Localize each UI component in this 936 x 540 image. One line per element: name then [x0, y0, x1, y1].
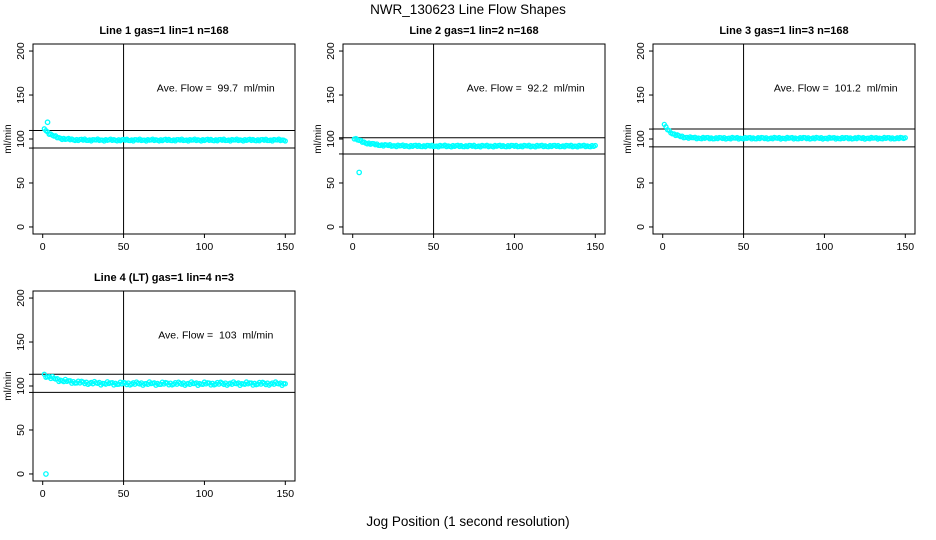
- panel-title: Line 1 gas=1 lin=1 n=168: [99, 25, 228, 37]
- x-axis: 0 50 100 150: [660, 234, 914, 253]
- x-tick-label: 50: [738, 241, 750, 253]
- line-flow-chart: Line 4 (LT) gas=1 lin=4 n=3 0 50 100 150 0 50 1…: [3, 272, 296, 500]
- avg-flow-annotation: Ave. Flow = 99.7 ml/min: [157, 83, 275, 95]
- x-tick-label: 0: [350, 241, 356, 253]
- y-axis: 0 50 100 150 200: [15, 289, 33, 477]
- y-axis-title: ml/min: [3, 124, 14, 153]
- x-tick-label: 100: [196, 488, 214, 500]
- outlier-point: [356, 169, 363, 176]
- y-tick-label: 50: [635, 177, 647, 189]
- y-tick-label: 200: [15, 42, 27, 60]
- y-axis-title: ml/min: [3, 371, 14, 400]
- line-flow-chart: Line 3 gas=1 lin=3 n=168 0 50 100 150 0 50 100 1…: [623, 25, 916, 253]
- x-tick-label: 100: [196, 241, 214, 253]
- y-tick-label: 100: [15, 377, 27, 395]
- y-axis: 0 50 100 150 200: [325, 42, 343, 230]
- avg-flow-annotation: Ave. Flow = 92.2 ml/min: [467, 83, 585, 95]
- data-points: [351, 135, 598, 176]
- avg-flow-annotation: Ave. Flow = 103 ml/min: [158, 330, 273, 342]
- flow-point: [282, 138, 288, 144]
- panel-title: Line 2 gas=1 lin=2 n=168: [409, 25, 538, 37]
- y-tick-label: 0: [325, 224, 337, 230]
- y-tick-label: 150: [15, 333, 27, 351]
- y-tick-label: 50: [15, 424, 27, 436]
- y-tick-label: 100: [635, 130, 647, 148]
- flow-point: [282, 381, 288, 387]
- y-tick-label: 100: [325, 130, 337, 148]
- x-tick-label: 0: [660, 241, 666, 253]
- x-tick-label: 50: [428, 241, 440, 253]
- panel-line-2: Line 2 gas=1 lin=2 n=168 0 50 100 150 0 50 100 1…: [310, 20, 622, 265]
- x-tick-label: 150: [277, 488, 295, 500]
- y-tick-label: 0: [635, 224, 647, 230]
- x-tick-label: 150: [587, 241, 605, 253]
- x-tick-label: 150: [277, 241, 295, 253]
- page-title: NWR_130623 Line Flow Shapes: [370, 2, 566, 17]
- x-axis: 0 50 100 150: [40, 481, 294, 500]
- y-tick-label: 0: [15, 471, 27, 477]
- y-tick-label: 50: [15, 177, 27, 189]
- y-tick-label: 200: [15, 289, 27, 307]
- data-points: [41, 119, 288, 144]
- x-tick-label: 100: [506, 241, 524, 253]
- y-tick-label: 200: [325, 42, 337, 60]
- y-tick-label: 150: [635, 86, 647, 104]
- x-tick-label: 50: [118, 488, 130, 500]
- y-tick-label: 50: [325, 177, 337, 189]
- y-tick-label: 100: [15, 130, 27, 148]
- x-tick-label: 100: [816, 241, 834, 253]
- y-axis: 0 50 100 150 200: [635, 42, 653, 230]
- x-axis-title: Jog Position (1 second resolution): [366, 514, 570, 529]
- y-tick-label: 200: [635, 42, 647, 60]
- y-tick-label: 150: [15, 86, 27, 104]
- y-axis-title: ml/min: [313, 124, 324, 153]
- outlier-point: [44, 119, 51, 126]
- x-axis: 0 50 100 150: [40, 234, 294, 253]
- flow-point: [592, 142, 598, 149]
- panel-title: Line 4 (LT) gas=1 lin=4 n=3: [94, 272, 234, 284]
- avg-flow-annotation: Ave. Flow = 101.2 ml/min: [774, 83, 898, 95]
- y-tick-label: 150: [325, 86, 337, 104]
- flow-point: [902, 135, 908, 141]
- x-axis: 0 50 100 150: [350, 234, 604, 253]
- y-axis-title: ml/min: [623, 124, 634, 153]
- panel-line-3: Line 3 gas=1 lin=3 n=168 0 50 100 150 0 50 100 1…: [620, 20, 932, 265]
- line-flow-chart: Line 2 gas=1 lin=2 n=168 0 50 100 150 0 50 100 1…: [313, 25, 606, 253]
- x-tick-label: 0: [40, 241, 46, 253]
- data-points: [661, 121, 908, 142]
- x-tick-label: 150: [897, 241, 915, 253]
- y-axis: 0 50 100 150 200: [15, 42, 33, 230]
- panel-line-1: Line 1 gas=1 lin=1 n=168 0 50 100 150 0 50 100 1…: [0, 20, 312, 265]
- plot-box: [342, 43, 606, 235]
- y-tick-label: 0: [15, 224, 27, 230]
- x-tick-label: 50: [118, 241, 130, 253]
- panel-title: Line 3 gas=1 lin=3 n=168: [719, 25, 848, 37]
- data-points: [41, 371, 288, 477]
- outlier-point: [43, 471, 49, 477]
- line-flow-chart: Line 1 gas=1 lin=1 n=168 0 50 100 150 0 50 100 1…: [3, 25, 296, 253]
- panel-line-4: Line 4 (LT) gas=1 lin=4 n=3 0 50 100 150 0 50 1…: [0, 267, 312, 512]
- x-tick-label: 0: [40, 488, 46, 500]
